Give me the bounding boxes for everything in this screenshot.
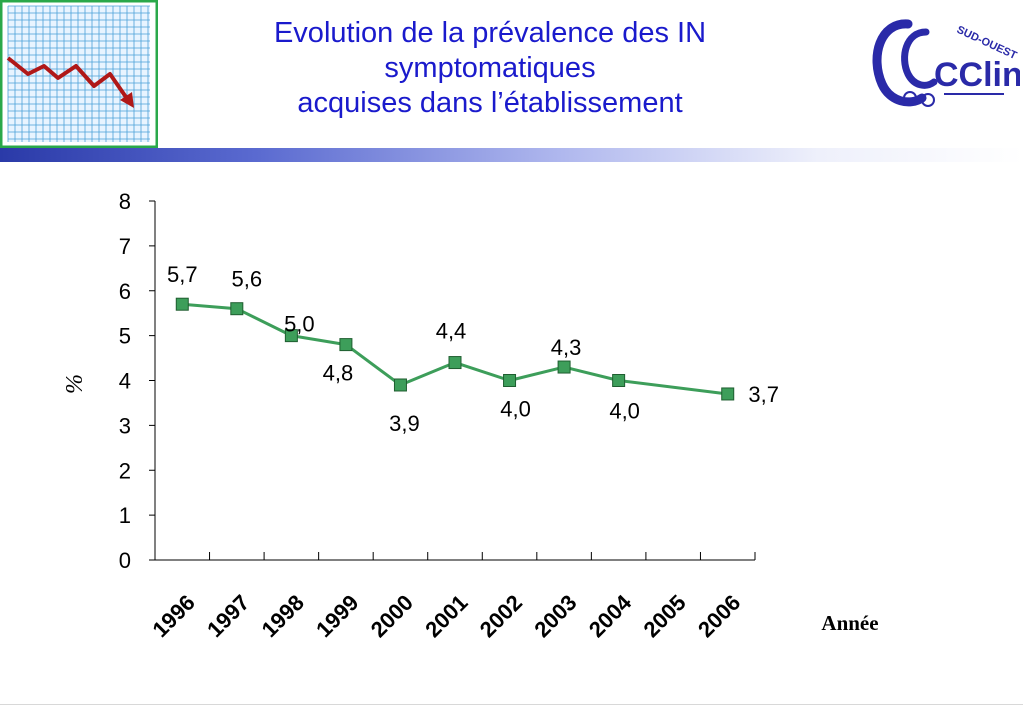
y-axis-label: %	[62, 374, 88, 394]
y-tick-label: 0	[119, 548, 131, 573]
data-point-marker	[230, 302, 244, 316]
y-tick-label: 5	[119, 324, 131, 349]
x-tick-label: 1999	[311, 590, 363, 642]
x-tick-label: 2000	[366, 590, 418, 642]
data-label: 5,0	[284, 312, 315, 337]
title-line-3: acquises dans l’établissement	[297, 87, 683, 119]
data-label: 4,8	[323, 361, 354, 386]
footer-divider	[0, 704, 1023, 705]
data-point-marker	[448, 356, 462, 370]
x-tick-label: 2003	[529, 590, 581, 642]
y-tick-label: 8	[119, 189, 131, 214]
data-label: 5,7	[167, 262, 198, 287]
data-point-marker	[284, 329, 298, 343]
data-label: 4,0	[500, 397, 531, 422]
y-tick-label: 6	[119, 279, 131, 304]
x-tick-label: 2004	[584, 589, 637, 642]
x-tick-label: 2005	[638, 590, 690, 642]
data-point-marker	[393, 378, 407, 392]
declining-chart-icon	[0, 0, 158, 148]
data-point-marker	[503, 374, 517, 387]
header-banner	[0, 148, 1023, 162]
data-label: 4,3	[551, 335, 582, 360]
title-line-2: symptomatiques	[384, 52, 596, 84]
data-point-marker	[339, 338, 353, 352]
data-label: 3,9	[389, 411, 420, 436]
cclin-logo: CClin SUD-OUEST	[860, 2, 1020, 147]
x-tick-label: 1997	[202, 590, 254, 642]
x-tick-label: 2006	[693, 590, 745, 642]
y-tick-label: 7	[119, 234, 131, 259]
x-tick-label: 1996	[148, 590, 200, 642]
data-point-marker	[721, 387, 735, 401]
y-tick-label: 4	[119, 369, 131, 394]
data-label: 5,6	[232, 267, 263, 292]
series-line	[182, 302, 728, 396]
x-tick-label: 1998	[257, 590, 309, 642]
title-line-1: Evolution de la prévalence des IN	[273, 17, 707, 49]
data-label: 4,0	[609, 399, 640, 424]
y-tick-label: 3	[119, 413, 131, 438]
data-point-marker	[612, 374, 626, 387]
x-tick-label: 2002	[475, 590, 527, 642]
data-point-marker	[557, 360, 571, 374]
y-tick-label: 2	[119, 458, 131, 483]
slide-title: Evolution de la prévalence des IN sympto…	[180, 16, 800, 121]
y-tick-label: 1	[119, 503, 131, 528]
data-point-marker	[175, 297, 189, 311]
x-tick-label: 2001	[420, 590, 472, 642]
data-label: 4,4	[436, 319, 467, 344]
data-label: 3,7	[748, 382, 779, 407]
chart-series: 5,7 5,6 5,0 4,8 3,9 4,4 4,0 4,3 4,0 3,7	[167, 262, 779, 436]
logo-text-main: CClin	[934, 56, 1020, 94]
x-axis-label: Année	[821, 611, 878, 635]
